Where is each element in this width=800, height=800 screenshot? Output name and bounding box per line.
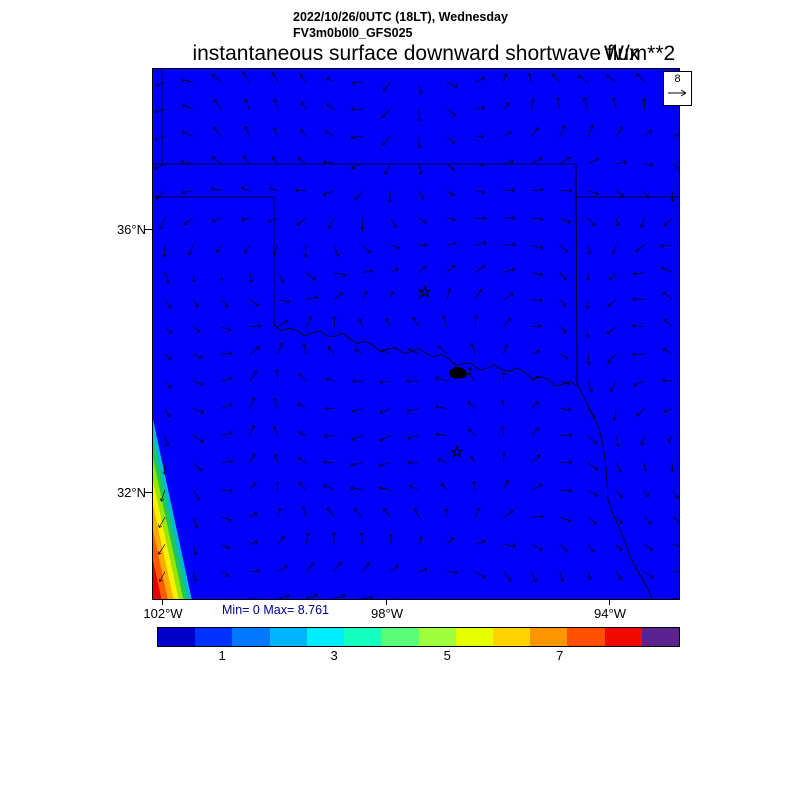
lon-tick-94w [609, 600, 610, 605]
lat-label-36n: 36°N [116, 222, 146, 237]
header: 2022/10/26/0UTC (18LT), Wednesday FV3m0b… [293, 9, 508, 41]
colorbar-segment [604, 628, 642, 646]
colorbar-segment [492, 628, 531, 646]
city-star-marker [450, 444, 464, 458]
lon-label-98w: 98°W [371, 606, 403, 621]
colorbar-segment [381, 628, 419, 646]
colorbar-tick-labels: 1 3 5 7 [157, 648, 678, 664]
map-area [152, 68, 680, 600]
minmax-stats: Min= 0 Max= 8.761 [222, 603, 330, 617]
reference-vector-box: 8 [663, 71, 692, 106]
lat-tick-32n [145, 492, 152, 493]
colorbar-segment [641, 628, 680, 646]
colorbar-segment [344, 628, 382, 646]
model-name: FV3m0b0l0_GFS025 [293, 26, 413, 40]
colorbar-segment [306, 628, 345, 646]
lon-label-94w: 94°W [594, 606, 626, 621]
valid-time: 2022/10/26/0UTC (18LT), Wednesday [293, 10, 508, 24]
colorbar-tick-label: 1 [218, 648, 226, 663]
map-features [273, 284, 579, 458]
colorbar-segment [530, 628, 568, 646]
wind-arrows-path [154, 71, 680, 600]
map-frame [152, 68, 680, 600]
colorbar-segment [567, 628, 605, 646]
colorbar-segment [158, 628, 196, 646]
units-label: W/m**2 [604, 42, 676, 65]
plot-title: instantaneous surface downward shortwave… [192, 42, 640, 65]
colorbar-segment [195, 628, 233, 646]
colorbar-tick-label: 5 [443, 648, 451, 663]
reference-vector-value: 8 [674, 73, 681, 85]
colorbar-segment [418, 628, 456, 646]
lake-dot [468, 367, 472, 371]
colorbar-segment [455, 628, 493, 646]
colorbar-tick-label: 3 [330, 648, 338, 663]
lat-tick-36n [145, 229, 152, 230]
lon-label-102w: 102°W [143, 606, 183, 621]
lat-label-32n: 32°N [116, 485, 146, 500]
lake-blob [448, 366, 468, 379]
colorbar-segment [232, 628, 270, 646]
lon-tick-102w [162, 600, 163, 605]
state-borders [152, 68, 680, 600]
lon-tick-98w [386, 600, 387, 605]
terminator-rainbow-band [152, 406, 198, 600]
reference-arrow-icon [668, 89, 687, 97]
wind-vector-arrows [154, 71, 680, 600]
red-river-boundary [273, 324, 579, 388]
map-canvas [152, 68, 680, 600]
colorbar-segment [269, 628, 307, 646]
colorbar-tick-label: 7 [556, 648, 564, 663]
colorbar [157, 627, 680, 647]
